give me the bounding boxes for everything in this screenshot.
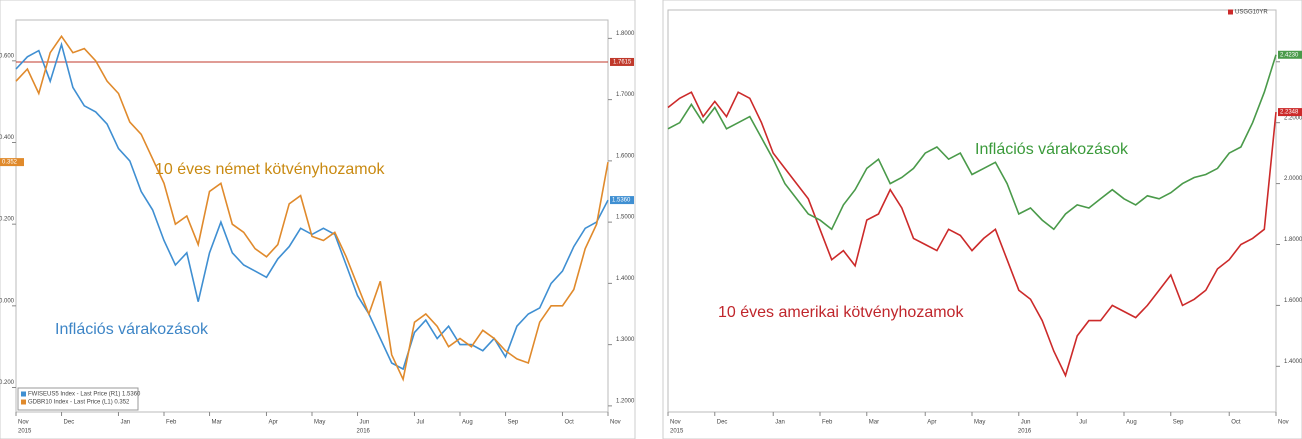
x-tick-label: Sep	[508, 420, 519, 426]
price-tag	[1278, 108, 1302, 117]
y-tick-label: 1.5000	[616, 215, 635, 221]
x-tick-label: Mar	[212, 420, 222, 426]
legend-box	[17, 387, 139, 411]
x-tick-label: Apr	[927, 420, 936, 426]
annotation: Inflációs várakozások	[55, 321, 209, 338]
right-panel	[662, 0, 1302, 439]
x-tick-label: Jul	[416, 420, 424, 426]
x-tick-label: May	[974, 420, 985, 426]
y-tick-label: 0.200	[0, 217, 15, 223]
x-tick-label: Sep	[1173, 420, 1184, 426]
x-year-label: 2016	[357, 429, 371, 435]
y-tick-label: 0.600	[0, 53, 15, 59]
price-tag-label: 1.5360	[612, 198, 631, 204]
y-tick-label: 2.0000	[1284, 176, 1302, 182]
x-year-label: 2016	[1018, 429, 1032, 435]
series-line	[15, 34, 609, 382]
x-tick-label: Jun	[1021, 420, 1031, 426]
price-tag	[0, 158, 24, 167]
legend-swatch	[21, 399, 26, 405]
y-tick-label: 1.8000	[1284, 237, 1302, 243]
x-tick-label: Nov	[18, 420, 29, 426]
y-tick-label: 0.400	[0, 135, 15, 141]
reference-tag-label: 1.7615	[613, 60, 632, 66]
y-tick-label: 1.8000	[616, 31, 635, 37]
y-tick-label: 1.7000	[616, 92, 635, 98]
reference-tag	[610, 57, 634, 66]
annotation: 10 éves amerikai kötvényhozamok	[718, 304, 964, 321]
series-line	[667, 91, 1277, 378]
x-year-label: 2015	[18, 429, 32, 435]
x-tick-label: Mar	[869, 420, 879, 426]
annotation: 10 éves német kötvényhozamok	[155, 161, 385, 178]
x-tick-label: Oct	[1231, 420, 1241, 426]
series-line	[667, 54, 1277, 231]
x-tick-label: Oct	[564, 420, 574, 426]
x-tick-label: Nov	[1278, 420, 1289, 426]
y-tick-label: 1.2000	[616, 398, 635, 404]
x-tick-label: Nov	[610, 420, 621, 426]
y-tick-label: 1.3000	[616, 337, 635, 343]
y-tick-label: 1.4000	[616, 276, 635, 282]
x-tick-label: Jul	[1079, 420, 1087, 426]
y-tick-label: 1.6000	[616, 153, 635, 159]
x-tick-label: Nov	[670, 420, 681, 426]
x-tick-label: Aug	[1126, 420, 1137, 426]
left-panel	[0, 0, 636, 439]
x-tick-label: Aug	[462, 420, 473, 426]
x-tick-label: May	[314, 420, 325, 426]
y-tick-label: 0.000	[0, 298, 15, 304]
price-tag	[610, 196, 634, 205]
annotation: Inflációs várakozások	[975, 141, 1129, 158]
x-tick-label: Jan	[120, 420, 130, 426]
legend-label: FWISEUS5 Index - Last Price (R1) 1.5360	[28, 392, 141, 398]
price-tag-label: 2.2348	[1280, 110, 1299, 116]
price-tag-label: 0.352	[2, 160, 18, 166]
y-tick-label: 2.2000	[1284, 115, 1302, 121]
price-tag	[1278, 50, 1302, 59]
x-tick-label: Dec	[717, 420, 728, 426]
x-tick-label: Feb	[166, 420, 177, 426]
price-tag-label: 2.4230	[1280, 52, 1299, 58]
legend-swatch	[21, 391, 26, 397]
y-tick-label: 1.6000	[1284, 298, 1302, 304]
x-tick-label: Apr	[268, 420, 277, 426]
legend-label: USGG10YR	[1235, 10, 1268, 16]
x-tick-label: Jun	[360, 420, 370, 426]
legend-swatch	[1228, 9, 1233, 15]
y-tick-label: 1.4000	[1284, 359, 1302, 365]
y-tick-label: -0.200	[0, 380, 15, 386]
legend-label: GDBR10 Index - Last Price (L1) 0.352	[28, 400, 130, 406]
x-tick-label: Dec	[64, 420, 75, 426]
x-tick-label: Feb	[822, 420, 833, 426]
x-year-label: 2015	[670, 429, 684, 435]
x-tick-label: Jan	[775, 420, 785, 426]
